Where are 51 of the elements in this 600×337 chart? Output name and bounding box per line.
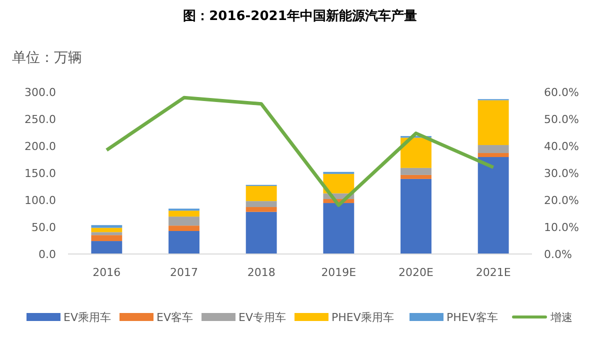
y2-tick-label: 0.0%	[544, 248, 572, 261]
bar	[168, 216, 200, 226]
chart-title: 图：2016-2021年中国新能源汽车产量	[183, 8, 417, 24]
bar	[400, 138, 432, 168]
legend-label: EV乘用车	[64, 311, 111, 324]
y-tick-label: 200.0	[24, 140, 56, 153]
bar	[91, 241, 122, 254]
y2-tick-label: 10.0%	[544, 221, 579, 234]
bar	[168, 230, 200, 254]
y2-tick-label: 50.0%	[544, 113, 579, 126]
bar	[323, 203, 354, 254]
y2-tick-label: 30.0%	[544, 167, 579, 180]
x-tick-label: 2019E	[321, 266, 356, 279]
y-tick-label: 150.0	[24, 167, 56, 180]
x-tick-label: 2016	[92, 266, 121, 279]
y-axis-title: 单位：万辆	[12, 50, 82, 66]
y-tick-label: 100.0	[24, 194, 56, 207]
bar	[246, 207, 277, 212]
bar	[478, 157, 509, 254]
legend-label: 增速	[550, 311, 572, 324]
y2-tick-label: 20.0%	[544, 194, 579, 207]
bar	[91, 232, 122, 236]
x-tick-label: 2017	[170, 266, 198, 279]
x-tick-label: 2020E	[398, 266, 434, 279]
legend-label: PHEV乘用车	[332, 311, 394, 324]
bar	[168, 210, 200, 217]
bar	[478, 145, 509, 154]
bar	[246, 186, 277, 202]
x-tick-label: 2018	[247, 266, 276, 279]
bar	[168, 226, 200, 231]
bar	[400, 174, 432, 179]
bar	[246, 212, 277, 254]
y-tick-label: 50.0	[32, 221, 56, 234]
bar	[246, 201, 277, 208]
bar	[400, 168, 432, 175]
bar	[478, 153, 509, 158]
bar	[91, 225, 122, 228]
x-tick-label: 2021E	[476, 266, 511, 279]
bar	[478, 100, 509, 146]
bar	[323, 174, 354, 194]
y2-tick-label: 60.0%	[544, 86, 579, 99]
bar	[400, 178, 432, 254]
y-tick-label: 250.0	[24, 113, 56, 126]
bar	[91, 235, 122, 242]
y-tick-label: 300.0	[24, 86, 56, 99]
y2-tick-label: 40.0%	[544, 140, 579, 153]
legend-label: EV专用车	[238, 311, 286, 324]
y-tick-label: 0.0	[38, 248, 56, 261]
legend-label: PHEV客车	[446, 311, 498, 324]
bar	[91, 228, 122, 232]
legend-label: EV客车	[156, 311, 193, 324]
